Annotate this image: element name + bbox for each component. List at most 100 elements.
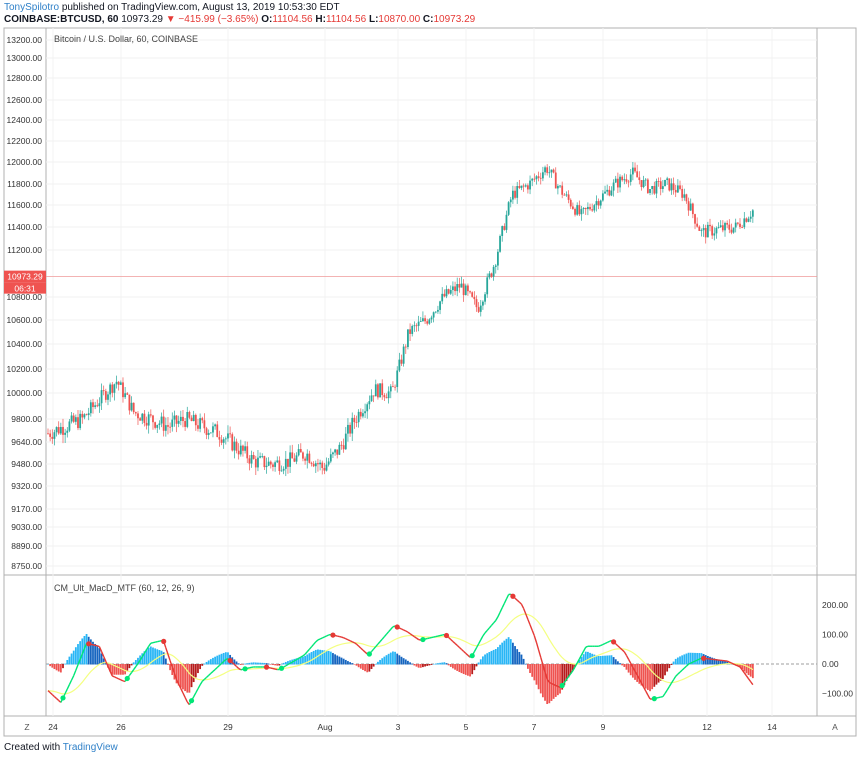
histogram-bar (280, 663, 283, 665)
price-tick-label: 12800.00 (7, 73, 43, 83)
tradingview-logo-text[interactable]: TradingView (62, 742, 118, 753)
candle-body (278, 460, 281, 471)
cross-dot (124, 675, 130, 682)
candle-body (186, 412, 189, 427)
histogram-bar (214, 656, 217, 665)
candle-body (111, 384, 114, 393)
candle-body (623, 179, 626, 181)
histogram-bar (469, 664, 471, 677)
macd-line-segment (580, 650, 585, 656)
histogram-bar (556, 664, 559, 696)
candle-body (400, 359, 403, 364)
candle-body (214, 424, 217, 427)
macd-line-segment (111, 675, 115, 678)
macd-line-segment (98, 646, 103, 652)
histogram-bar (531, 664, 534, 677)
macd-line-segment (514, 597, 518, 601)
candle-body (719, 225, 722, 228)
macd-line-segment (600, 643, 604, 647)
last-price: 10973.29 (121, 14, 163, 25)
candle-body (158, 423, 161, 425)
macd-line-segment (169, 660, 173, 668)
candle-body (681, 188, 684, 198)
candle-body (424, 318, 426, 322)
histogram-bar (368, 664, 371, 672)
histogram-bar (250, 662, 253, 665)
candle-body (269, 461, 272, 465)
macd-line-segment (114, 676, 117, 679)
candle-body (257, 457, 259, 468)
price-tick-label: 11200.00 (7, 245, 42, 255)
candle-body (218, 437, 221, 440)
macd-line-segment (308, 646, 313, 650)
macd-line-segment (675, 673, 679, 677)
histogram-bar (664, 664, 666, 676)
histogram-bar (460, 664, 463, 674)
histogram-bar (559, 664, 561, 694)
histogram-bar (679, 656, 681, 665)
histogram-bar (317, 649, 319, 665)
author-link[interactable]: TonySpilotro (4, 2, 60, 13)
histogram-bar (379, 659, 381, 665)
histogram-bar (349, 662, 351, 665)
histogram-bar (445, 663, 448, 665)
histogram-bar (494, 649, 497, 665)
macd-line-segment (743, 672, 747, 677)
candle-body (70, 415, 73, 422)
candle-body (415, 325, 418, 327)
macd-line-segment (79, 653, 83, 660)
candle-body (171, 419, 174, 427)
macd-line-segment (495, 616, 499, 621)
histogram-bar (257, 662, 259, 665)
macd-line-segment (223, 659, 227, 663)
price-tick-label: 9800.00 (11, 414, 42, 424)
macd-line-segment (690, 661, 694, 664)
macd-line-segment (748, 678, 752, 683)
macd-line-segment (533, 635, 538, 643)
candle-body (411, 326, 414, 334)
macd-line-segment (401, 628, 404, 631)
candle-body (385, 397, 388, 399)
histogram-bar (471, 664, 474, 675)
candle-body (479, 305, 482, 312)
candle-body (109, 384, 112, 395)
candle-body (687, 201, 690, 211)
candle-body (537, 176, 540, 178)
histogram-bar (175, 664, 178, 684)
histogram-bar (149, 646, 152, 665)
candle-body (482, 301, 484, 306)
histogram-bar (154, 648, 157, 665)
histogram-bar (295, 658, 298, 665)
candle-body (248, 458, 251, 464)
macd-line-segment (315, 639, 319, 643)
candle-body (741, 227, 744, 228)
macd-line-segment (609, 639, 612, 643)
histogram-bar (749, 664, 752, 677)
histogram-bar (462, 664, 465, 675)
macd-line-segment (49, 692, 53, 696)
macd-line-segment (218, 662, 223, 667)
histogram-bar (81, 638, 84, 665)
chart-canvas[interactable]: 13200.00 13000.00 12800.00 12600.00 12400.00… (0, 0, 860, 740)
time-tick-label: 24 (48, 722, 58, 732)
histogram-bar (325, 650, 328, 665)
candle-body (295, 455, 298, 462)
candle-body (454, 286, 456, 292)
candle-body (199, 418, 202, 429)
macd-line-segment (632, 666, 636, 672)
candle-body (374, 384, 377, 397)
macd-line-segment (640, 682, 645, 688)
candle-body (229, 433, 232, 435)
candle-body (636, 171, 639, 178)
macd-line-segment (375, 643, 379, 648)
histogram-bar (70, 653, 73, 665)
macd-line-segment (324, 635, 327, 638)
histogram-bar (606, 655, 609, 665)
histogram-bar (430, 664, 433, 665)
histogram-bar (668, 664, 671, 669)
histogram-bar (357, 664, 360, 668)
macd-line-segment (604, 641, 608, 645)
histogram-bar (527, 664, 529, 669)
histogram-bar (137, 657, 139, 665)
macd-line-segment (68, 679, 73, 685)
